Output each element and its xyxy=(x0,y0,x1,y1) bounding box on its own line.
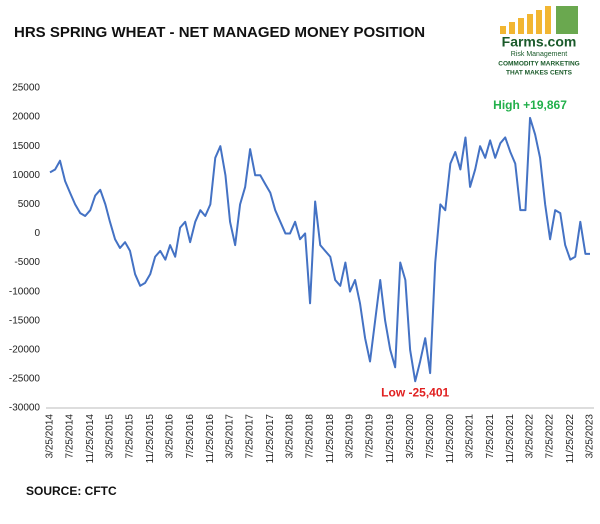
x-tick-label: 7/25/2020 xyxy=(425,414,436,459)
x-tick-label: 7/25/2022 xyxy=(545,414,556,459)
x-tick-label: 3/25/2023 xyxy=(585,414,596,459)
y-tick-label: -30000 xyxy=(9,403,41,414)
logo-silo xyxy=(556,6,578,34)
logo-bar xyxy=(500,26,506,34)
logo-bar xyxy=(536,10,542,34)
x-tick-label: 11/25/2019 xyxy=(385,414,396,464)
logo-bar xyxy=(518,18,524,34)
x-tick-label: 3/25/2021 xyxy=(465,414,476,459)
x-tick-label: 3/25/2022 xyxy=(525,414,536,459)
source: SOURCE: CFTC xyxy=(26,484,117,498)
x-tick-label: 3/25/2016 xyxy=(165,414,176,459)
logo: Farms.com Risk Management COMMODITY MARK… xyxy=(492,5,586,83)
logo-tag: THAT MAKES CENTS xyxy=(506,70,573,77)
y-tick-label: 25000 xyxy=(12,83,40,94)
x-tick-label: 7/25/2016 xyxy=(185,414,196,459)
y-tick-label: 5000 xyxy=(18,199,41,210)
y-tick-label: -5000 xyxy=(14,257,40,268)
x-tick-label: 3/25/2014 xyxy=(45,414,56,459)
x-tick-label: 11/25/2017 xyxy=(265,414,276,464)
y-tick-label: 15000 xyxy=(12,141,40,152)
logo-bar xyxy=(509,22,515,34)
x-tick-label: 11/25/2020 xyxy=(445,414,456,464)
x-tick-label: 3/25/2015 xyxy=(105,414,116,459)
x-tick-label: 3/25/2018 xyxy=(285,414,296,459)
x-tick-label: 7/25/2021 xyxy=(485,414,496,459)
annotation: High +19,867 xyxy=(493,98,567,112)
x-tick-label: 7/25/2014 xyxy=(65,414,76,459)
line xyxy=(49,116,590,383)
y-tick-label: -15000 xyxy=(9,315,41,326)
chart-title: HRS SPRING WHEAT - NET MANAGED MONEY POS… xyxy=(14,24,425,41)
annotation: Low -25,401 xyxy=(381,385,449,399)
logo-bar xyxy=(545,6,551,34)
y-tick-label: -25000 xyxy=(9,374,41,385)
logo-sub: Risk Management xyxy=(511,51,567,58)
x-tick-label: 11/25/2018 xyxy=(325,414,336,464)
y-tick-label: 20000 xyxy=(12,112,40,123)
x-tick-label: 7/25/2017 xyxy=(245,414,256,459)
logo-tag: COMMODITY MARKETING xyxy=(498,61,580,68)
x-tick-label: 3/25/2017 xyxy=(225,414,236,459)
y-tick-label: -20000 xyxy=(9,344,41,355)
x-tick-label: 11/25/2022 xyxy=(565,414,576,464)
x-tick-label: 7/25/2015 xyxy=(125,414,136,459)
x-tick-label: 11/25/2014 xyxy=(85,414,96,464)
x-tick-label: 11/25/2016 xyxy=(205,414,216,464)
x-tick-label: 7/25/2019 xyxy=(365,414,376,459)
x-tick-label: 11/25/2021 xyxy=(505,414,516,464)
y-tick-label: 0 xyxy=(34,228,40,239)
x-tick-label: 7/25/2018 xyxy=(305,414,316,459)
x-tick-label: 3/25/2020 xyxy=(405,414,416,459)
y-tick-label: -10000 xyxy=(9,286,41,297)
y-tick-label: 10000 xyxy=(12,170,40,181)
logo-name: Farms.com xyxy=(502,34,577,50)
x-tick-label: 3/25/2019 xyxy=(345,414,356,459)
logo-bar xyxy=(527,14,533,34)
x-tick-label: 11/25/2015 xyxy=(145,414,156,464)
